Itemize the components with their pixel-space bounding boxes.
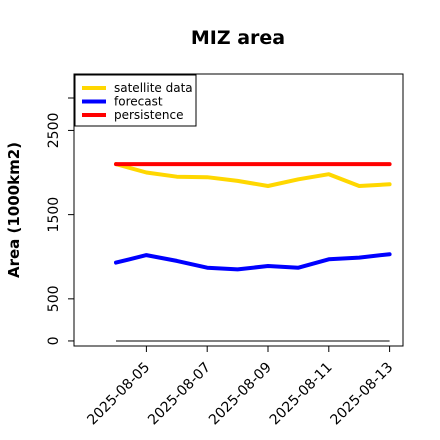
- legend-label: forecast: [114, 95, 163, 109]
- y-axis-label: Area (1000km2): [5, 142, 23, 278]
- x-tick-label: 2025-08-11: [267, 360, 336, 429]
- y-ticks: 0 500 1500 2500: [46, 97, 74, 345]
- x-tick-label: 2025-08-13: [328, 360, 397, 429]
- y-tick-label: 500: [46, 285, 62, 312]
- x-tick-label: 2025-08-07: [145, 360, 214, 429]
- x-tick-label: 2025-08-09: [206, 360, 275, 429]
- legend-label: satellite data: [114, 81, 193, 95]
- series-line-forecast: [114, 252, 392, 272]
- series-layer: [114, 162, 392, 342]
- chart-title: MIZ area: [191, 27, 285, 49]
- x-tick-label: 2025-08-05: [84, 360, 153, 429]
- y-tick-label: 0: [46, 336, 62, 345]
- x-ticks: 2025-08-052025-08-072025-08-092025-08-11…: [84, 346, 396, 428]
- series-line-satellite-data: [114, 162, 392, 188]
- y-tick-label: 1500: [46, 197, 62, 233]
- plot-frame: [73, 73, 404, 347]
- legend-label: persistence: [114, 108, 183, 122]
- y-tick-label: 2500: [46, 113, 62, 149]
